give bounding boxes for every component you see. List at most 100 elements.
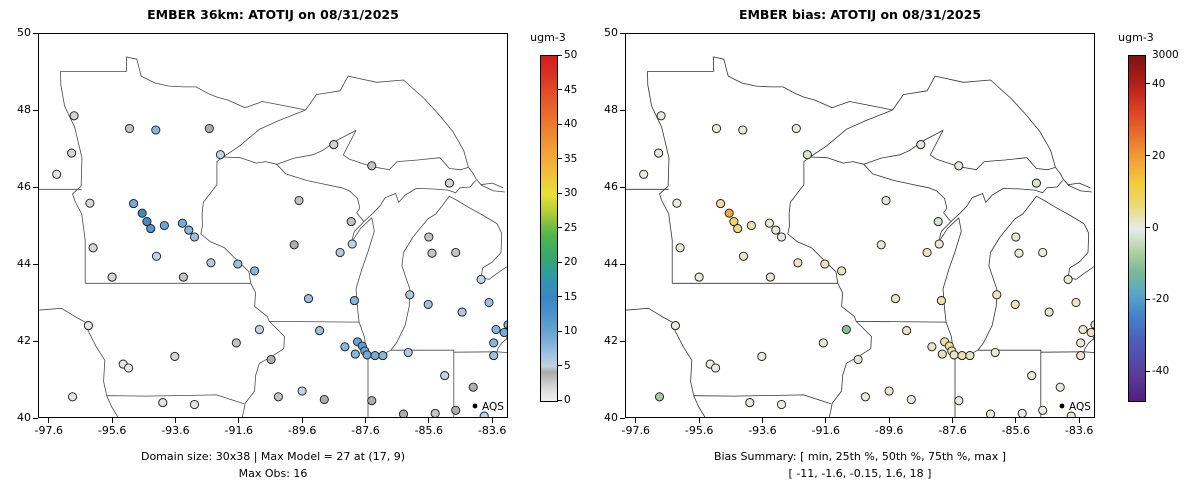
station-marker: [177, 218, 187, 228]
station-marker: [484, 297, 494, 308]
station-marker: [151, 125, 161, 135]
model-concentration-map: AQS: [38, 33, 508, 418]
station-marker: [427, 248, 437, 258]
state-border-line: [468, 167, 504, 189]
x-axis-tick-label: -95.6: [97, 424, 127, 437]
station-marker: [1010, 299, 1020, 309]
station-marker: [1014, 248, 1024, 258]
station-marker: [335, 247, 345, 258]
station-marker: [231, 338, 241, 348]
state-border-line: [828, 283, 872, 418]
station-marker: [329, 140, 339, 150]
x-axis-tick: [491, 418, 493, 423]
y-axis-tick-label: 44: [17, 257, 31, 270]
station-marker: [711, 363, 721, 373]
station-marker: [954, 396, 964, 406]
station-marker: [992, 290, 1002, 300]
station-marker: [745, 398, 755, 408]
station-marker: [479, 411, 489, 418]
station-marker: [776, 399, 787, 410]
colorbar-tick-label: 10: [564, 325, 578, 337]
colorbar-tick-label: 20: [564, 256, 578, 268]
station-marker: [656, 111, 666, 121]
station-marker: [146, 224, 156, 234]
station-marker: [1086, 327, 1095, 338]
plot-frame: [625, 33, 1095, 418]
x-axis-tick: [301, 418, 303, 423]
station-marker: [289, 240, 299, 250]
colorbar-tick-label: 25: [564, 221, 578, 234]
station-marker: [315, 326, 325, 336]
state-border-line: [647, 56, 893, 284]
colorbar: [1128, 55, 1146, 402]
station-marker: [52, 169, 62, 179]
station-marker: [675, 243, 685, 253]
station-marker: [398, 409, 409, 418]
x-axis-tick: [238, 418, 240, 423]
station-marker: [639, 169, 649, 179]
station-marker: [1038, 247, 1048, 258]
station-marker: [451, 247, 461, 258]
station-marker: [444, 178, 454, 188]
y-axis-tick: [620, 340, 625, 342]
state-border-line: [496, 351, 508, 354]
station-marker: [776, 232, 787, 242]
aqs-legend-dot: [472, 403, 478, 409]
state-border-line: [809, 156, 952, 222]
station-marker: [820, 259, 830, 269]
station-marker: [793, 258, 803, 268]
station-marker: [1066, 411, 1076, 418]
station-marker: [294, 195, 304, 206]
colorbar-tick-label: 35: [564, 152, 578, 165]
colorbar-tick-label: 20: [1152, 149, 1166, 162]
x-axis-tick-label: -85.6: [1001, 424, 1031, 437]
station-marker: [1027, 371, 1037, 381]
plot-frame: [38, 33, 508, 418]
state-border-line: [350, 217, 375, 323]
state-border-line: [1055, 167, 1091, 189]
colorbar-tick: [1146, 155, 1150, 157]
state-border-line: [950, 180, 1064, 222]
station-marker: [757, 351, 767, 361]
colorbar-tick: [1146, 370, 1150, 372]
station-marker: [1017, 408, 1027, 418]
station-marker: [424, 232, 434, 242]
station-marker: [765, 272, 775, 282]
station-marker: [491, 324, 501, 335]
y-axis-tick-label: 50: [17, 26, 31, 39]
colorbar-tick-label: 50: [564, 49, 578, 61]
station-marker: [934, 239, 944, 249]
station-marker: [949, 350, 959, 360]
station-marker: [860, 392, 870, 402]
station-marker: [273, 392, 283, 402]
state-border-line: [693, 395, 706, 418]
y-axis-tick-label: 50: [604, 26, 618, 39]
station-marker: [266, 354, 276, 365]
x-axis-tick-label: -93.6: [748, 424, 777, 437]
bias-scatter-map: AQS: [625, 33, 1095, 418]
state-border-line: [937, 217, 962, 323]
y-axis-tick-label: 40: [604, 411, 618, 424]
colorbar-tick: [558, 365, 562, 366]
station-marker: [405, 290, 415, 300]
right-caption-line1: Bias Summary: [ min, 25th %, 50th %, 75t…: [713, 450, 1007, 463]
state-border-line: [106, 394, 245, 405]
station-marker: [189, 232, 200, 242]
state-border-line: [977, 349, 1084, 353]
station-marker: [124, 123, 135, 134]
station-marker: [184, 225, 194, 235]
x-axis-tick-label: -93.6: [161, 424, 190, 437]
station-marker: [178, 272, 188, 282]
state-border-line: [60, 56, 306, 284]
station-marker: [67, 148, 77, 158]
station-marker: [694, 272, 704, 282]
state-border-line: [390, 349, 497, 353]
station-marker: [1055, 382, 1065, 392]
station-marker: [350, 349, 360, 359]
colorbar-tick-label: -40: [1152, 365, 1170, 378]
station-marker: [802, 150, 812, 160]
y-axis-tick: [620, 263, 625, 265]
aqs-legend-dot: [1059, 403, 1065, 409]
y-axis-tick-label: 40: [17, 411, 31, 424]
station-marker: [1076, 351, 1086, 361]
